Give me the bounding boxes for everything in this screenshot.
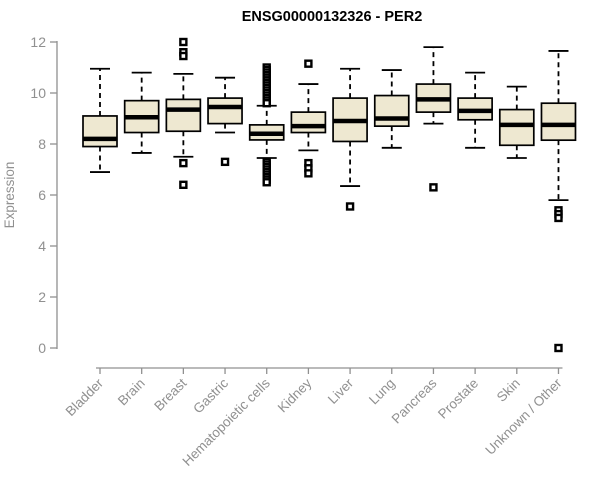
outlier-point — [304, 59, 313, 68]
box-group-kidney — [290, 59, 327, 178]
outlier-point — [220, 157, 230, 167]
outlier-point — [179, 37, 188, 47]
box-group-liver — [332, 67, 368, 211]
box-group-hematopoietic-cells — [248, 63, 285, 187]
x-tick-label: Kidney — [275, 375, 315, 415]
box-group-lung — [373, 69, 410, 149]
y-tick-label: 8 — [38, 136, 46, 152]
outlier-point — [179, 158, 188, 168]
x-tick-label: Breast — [151, 375, 189, 413]
iqr-box — [540, 102, 577, 142]
x-tick-label: Brain — [115, 376, 148, 409]
outlier-point — [429, 183, 438, 192]
outlier-point — [554, 343, 563, 353]
y-tick-label: 6 — [38, 187, 46, 203]
iqr-box — [207, 97, 243, 125]
x-tick-label: Bladder — [63, 375, 107, 419]
x-tick-label: Gastric — [190, 375, 231, 416]
outlier-point — [262, 178, 271, 187]
x-tick-label: Unknown / Other — [482, 375, 565, 458]
outlier-point — [179, 51, 188, 61]
x-tick-label: Prostate — [435, 376, 481, 422]
x-tick-label: Pancreas — [389, 375, 440, 426]
iqr-box — [165, 98, 202, 133]
x-tick-label: Skin — [494, 376, 523, 405]
box-group-brain — [123, 71, 160, 154]
chart-title: ENSG00000132326 - PER2 — [242, 9, 423, 25]
outlier-point — [304, 169, 313, 178]
y-tick-label: 2 — [38, 289, 46, 305]
outlier-point — [554, 213, 563, 223]
box-group-bladder — [82, 67, 118, 173]
x-tick-label: Liver — [325, 375, 357, 407]
iqr-box — [290, 111, 327, 134]
outlier-point — [345, 202, 355, 211]
y-axis-label: Expression — [2, 162, 17, 229]
box-group-unknown-other — [540, 50, 577, 353]
outlier-point — [262, 98, 271, 108]
x-tick-label: Lung — [366, 376, 398, 408]
box-group-pancreas — [415, 46, 452, 192]
y-tick-label: 10 — [30, 85, 46, 101]
box-group-prostate — [457, 71, 493, 149]
outlier-point — [179, 180, 188, 190]
iqr-box — [82, 115, 118, 148]
iqr-box — [498, 108, 535, 147]
box-group-gastric — [207, 76, 243, 167]
box-group-skin — [498, 85, 535, 159]
box-group-breast — [165, 37, 202, 190]
y-tick-label: 12 — [30, 34, 46, 50]
y-tick-label: 4 — [38, 238, 46, 254]
y-tick-label: 0 — [38, 340, 46, 356]
iqr-box — [373, 94, 410, 128]
